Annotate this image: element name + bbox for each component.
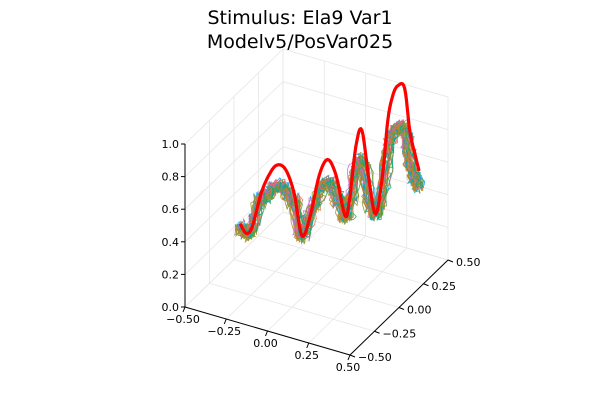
y-tick-mark — [374, 330, 380, 334]
grid-line-z-side — [184, 146, 284, 243]
grid-line-z-side — [184, 48, 284, 145]
x-tick-mark — [223, 318, 227, 325]
z-tick-label: 0.8 — [162, 171, 180, 184]
y-tick-label: −0.50 — [358, 351, 392, 364]
grid-line-y-floor — [258, 235, 424, 285]
z-tick-label: 1.0 — [162, 138, 180, 151]
tick-label-layer: −0.50−0.250.000.250.50−0.50−0.250.000.25… — [162, 138, 481, 374]
y-tick-label: −0.25 — [383, 327, 417, 340]
grid-line-z-side — [184, 81, 284, 177]
stimulus-line — [239, 81, 421, 238]
chart-title-line-1: Stimulus: Ela9 Var1 — [207, 7, 392, 29]
x-tick-mark — [182, 306, 186, 313]
x-tick-mark — [347, 354, 351, 361]
x-tick-label: −0.50 — [166, 313, 200, 326]
grid-line-z-side — [184, 113, 284, 210]
x-tick-label: 0.50 — [336, 361, 361, 374]
y-tick-label: 0.50 — [456, 256, 481, 269]
grid-line-z-back — [282, 48, 449, 98]
x-tick-label: 0.00 — [253, 337, 278, 350]
y-tick-mark — [349, 354, 356, 358]
model-trajectories — [234, 118, 426, 245]
z-tick-label: 0.4 — [162, 236, 180, 249]
y-tick-mark — [423, 283, 429, 287]
x-tick-mark — [306, 342, 310, 349]
z-tick-label: 0.0 — [162, 301, 180, 314]
axis-layer — [181, 143, 454, 361]
grid-line-z-back — [282, 113, 449, 163]
grid-line-z-back — [282, 179, 449, 228]
grid-line-y-floor — [233, 259, 400, 308]
grid-line-z-side — [184, 211, 284, 308]
x-tick-label: 0.25 — [295, 349, 320, 362]
z-tick-label: 0.2 — [162, 268, 180, 281]
y-tick-mark — [447, 259, 454, 263]
model-trajectory-line — [240, 123, 421, 245]
x-tick-mark — [265, 330, 268, 337]
stimulus-trajectory — [239, 81, 421, 238]
chart-title-line-2: Modelv5/PosVar025 — [207, 31, 393, 53]
y-tick-label: 0.25 — [432, 280, 457, 293]
z-tick-label: 0.6 — [162, 203, 180, 216]
grid-line-z-back — [282, 81, 449, 130]
y-tick-mark — [398, 307, 405, 310]
x-tick-label: −0.25 — [207, 325, 241, 338]
model-trajectory-line — [235, 123, 418, 243]
grid-line-y-floor — [209, 282, 375, 332]
y-tick-label: 0.00 — [407, 304, 432, 317]
